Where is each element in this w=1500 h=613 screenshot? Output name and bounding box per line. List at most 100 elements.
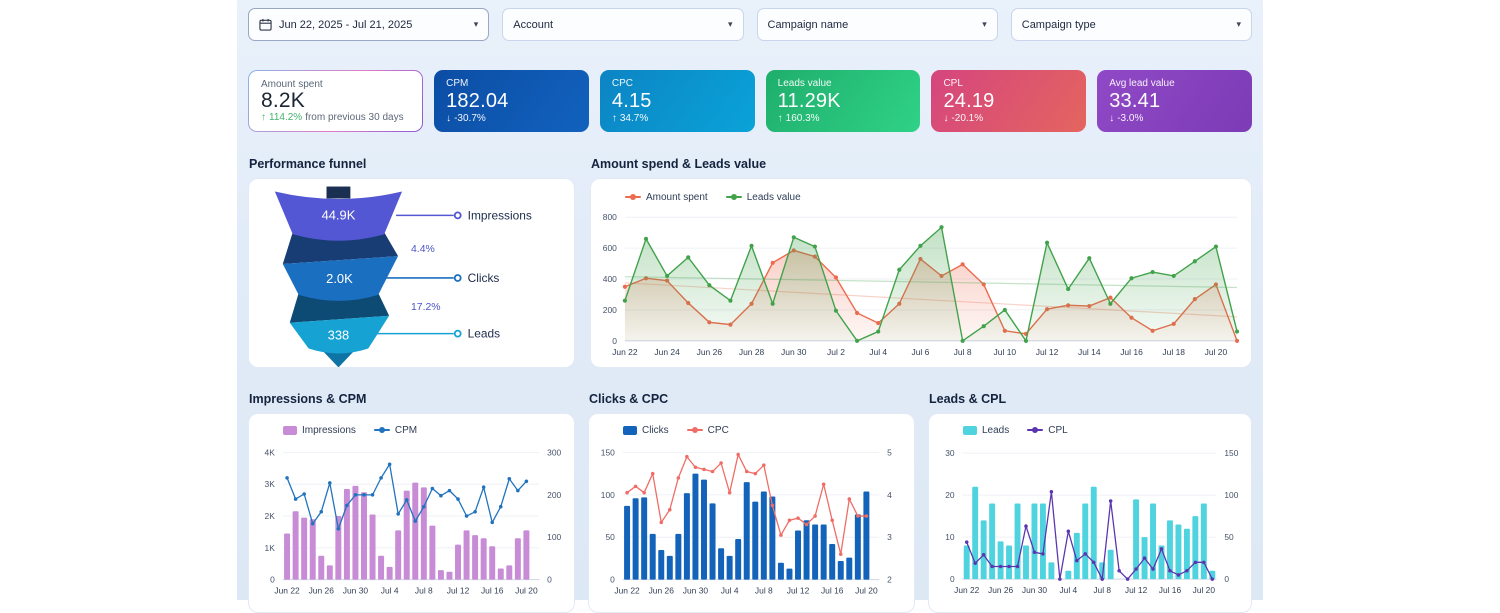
svg-text:4K: 4K xyxy=(265,447,276,457)
legend-bar-swatch xyxy=(963,425,977,435)
legend-item: Leads value xyxy=(725,192,801,203)
account-select[interactable]: Account ▾ xyxy=(502,8,744,41)
svg-text:200: 200 xyxy=(547,490,561,500)
delta-arrow-icon: ↓ xyxy=(943,113,949,124)
clicks-cpc-panel: Clicks CPC 0 50 100 150 2 3 4 5 Jun 22 Jun 26 Jun 3… xyxy=(588,413,915,613)
svg-text:Jun 26: Jun 26 xyxy=(649,586,675,596)
legend-line-swatch xyxy=(1027,427,1044,433)
performance-funnel-chart: 44.9K 2.0K 338 Impressions Clicks Leads 4.4% 17… xyxy=(249,179,574,367)
svg-text:1K: 1K xyxy=(265,543,276,553)
svg-text:4.4%: 4.4% xyxy=(411,244,435,255)
svg-text:300: 300 xyxy=(547,447,561,457)
impressions-cpm-section: Impressions & CPM Impressions CPM 0 1K 2K 3K… xyxy=(248,392,575,613)
legend-label: CPC xyxy=(707,424,729,436)
svg-text:2.0K: 2.0K xyxy=(326,271,353,286)
campaign-type-select[interactable]: Campaign type ▾ xyxy=(1010,8,1252,41)
legend-label: CPL xyxy=(1048,424,1068,436)
kpi-value: 4.15 xyxy=(611,90,652,112)
svg-text:600: 600 xyxy=(603,243,617,253)
svg-text:100: 100 xyxy=(601,490,615,500)
legend-line-swatch xyxy=(625,194,641,200)
svg-text:Jul 16: Jul 16 xyxy=(1120,347,1143,357)
section-title-amount-leads: Amount spend & Leads value xyxy=(591,157,767,171)
svg-text:Jul 16: Jul 16 xyxy=(821,586,844,596)
chart-amount-spend-leads-value: 0 200 400 600 800 Jun 22 Jun 24 Jun 26 Jun 28 Jun… xyxy=(591,207,1251,367)
campaign-name-select[interactable]: Campaign name ▾ xyxy=(756,8,998,41)
svg-text:Jul 10: Jul 10 xyxy=(994,347,1017,357)
legend-line-swatch xyxy=(725,194,742,200)
chart-clicks-cpc: 0 50 100 150 2 3 4 5 Jun 22 Jun 26 Jun 30 Jul 4 Jul … xyxy=(589,440,914,612)
svg-text:Jul 14: Jul 14 xyxy=(1078,347,1101,357)
dashboard-board: Jun 22, 2025 - Jul 21, 2025 ▾ Account ▾ … xyxy=(237,0,1263,613)
svg-text:0: 0 xyxy=(610,575,615,585)
kpi-value: 8.2K xyxy=(261,89,305,112)
section-title-impressions-cpm: Impressions & CPM xyxy=(249,392,367,406)
svg-text:100: 100 xyxy=(1224,490,1238,500)
legend-line-swatch xyxy=(373,427,390,433)
svg-text:0: 0 xyxy=(950,574,955,584)
kpi-card-leads-value: Leads value 11.29K ↑ 160.3% xyxy=(765,70,921,132)
kpi-delta: -30.7% xyxy=(454,113,486,124)
kpi-value: 24.19 xyxy=(943,90,995,112)
svg-text:Jun 22: Jun 22 xyxy=(614,586,640,596)
legend-item: CPC xyxy=(686,424,729,436)
kpi-card-avg-lead-value: Avg lead value 33.41 ↓ -3.0% xyxy=(1097,70,1252,132)
leads-cpl-panel: Leads CPL 0 10 20 30 0 50 100 150 Jun 22 Jun 26 Jun… xyxy=(928,413,1252,613)
svg-text:30: 30 xyxy=(945,448,955,458)
campaign-name-value: Campaign name xyxy=(767,18,849,31)
leads-cpl-section: Leads & CPL Leads CPL 0 10 20 30 0 50 100 150 Jun… xyxy=(928,392,1252,613)
svg-text:50: 50 xyxy=(1224,532,1234,542)
legend-label: Amount spent xyxy=(646,191,708,203)
kpi-label: CPL xyxy=(943,78,963,89)
svg-text:Jun 30: Jun 30 xyxy=(1022,585,1047,595)
svg-text:Jun 26: Jun 26 xyxy=(988,585,1013,595)
svg-text:Jul 12: Jul 12 xyxy=(447,586,470,596)
svg-text:Jul 12: Jul 12 xyxy=(1036,347,1059,357)
svg-text:20: 20 xyxy=(945,490,955,500)
svg-text:Jul 8: Jul 8 xyxy=(954,347,972,357)
legend-item: Impressions xyxy=(283,425,356,436)
delta-arrow-icon: ↑ xyxy=(261,112,266,123)
kpi-card-cpl: CPL 24.19 ↓ -20.1% xyxy=(931,70,1087,132)
svg-text:0: 0 xyxy=(1224,574,1229,584)
kpi-delta: -3.0% xyxy=(1117,113,1144,124)
legend-label: Clicks xyxy=(642,424,669,436)
svg-text:2K: 2K xyxy=(265,511,276,521)
svg-text:100: 100 xyxy=(547,532,561,542)
legend-label: CPM xyxy=(394,424,418,436)
svg-text:Jul 8: Jul 8 xyxy=(755,586,773,596)
legend-impressions-cpm: Impressions CPM xyxy=(249,420,574,440)
date-range-value: Jun 22, 2025 - Jul 21, 2025 xyxy=(279,18,413,31)
section-title-leads-cpl: Leads & CPL xyxy=(929,392,1007,406)
svg-text:Jun 26: Jun 26 xyxy=(309,586,335,596)
kpi-label: Amount spent xyxy=(261,79,323,90)
legend-bar-swatch xyxy=(623,425,637,435)
date-range-select[interactable]: Jun 22, 2025 - Jul 21, 2025 ▾ xyxy=(248,8,490,41)
svg-text:Jul 8: Jul 8 xyxy=(1093,585,1111,595)
kpi-delta: 34.7% xyxy=(619,113,649,124)
svg-text:Impressions: Impressions xyxy=(468,208,532,222)
kpi-card-cpc: CPC 4.15 ↑ 34.7% xyxy=(599,70,755,132)
svg-text:Jun 30: Jun 30 xyxy=(343,586,369,596)
account-value: Account xyxy=(513,18,553,31)
performance-funnel-panel: 44.9K 2.0K 338 Impressions Clicks Leads 4.4% 17… xyxy=(248,178,575,368)
svg-text:5: 5 xyxy=(887,447,892,457)
svg-text:Jun 22: Jun 22 xyxy=(954,585,979,595)
svg-text:Jun 30: Jun 30 xyxy=(683,586,709,596)
chevron-down-icon: ▾ xyxy=(1236,19,1241,29)
svg-text:150: 150 xyxy=(1224,448,1238,458)
svg-text:800: 800 xyxy=(603,212,617,222)
kpi-label: CPC xyxy=(611,78,633,89)
performance-funnel-section: Performance funnel 44.9K 2.0K 338 Impressio… xyxy=(248,157,575,368)
legend-item: Amount spent xyxy=(625,192,708,203)
svg-text:Jul 12: Jul 12 xyxy=(1125,585,1148,595)
svg-text:Jul 20: Jul 20 xyxy=(855,586,878,596)
svg-text:3: 3 xyxy=(887,532,892,542)
svg-text:50: 50 xyxy=(605,532,615,542)
amount-leads-panel: Amount spent Leads value 0 200 400 600 800 Jun… xyxy=(590,178,1252,368)
kpi-delta: -20.1% xyxy=(951,113,984,124)
legend-item: Clicks xyxy=(623,425,669,436)
svg-text:Jul 2: Jul 2 xyxy=(827,347,845,357)
svg-text:Jun 26: Jun 26 xyxy=(697,347,723,357)
kpi-value: 33.41 xyxy=(1109,90,1161,112)
